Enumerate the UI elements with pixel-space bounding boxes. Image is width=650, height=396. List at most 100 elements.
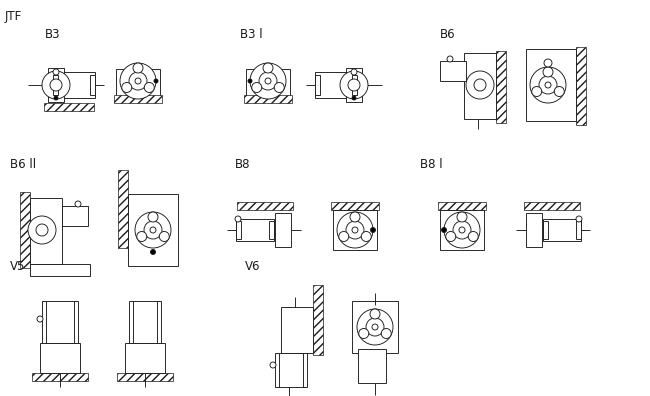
Bar (20, 192, 30, 268)
Circle shape (28, 216, 56, 244)
Circle shape (453, 221, 471, 239)
Bar (438, 202, 486, 210)
Bar (526, 213, 542, 247)
Circle shape (370, 227, 376, 232)
Bar (53, 74, 58, 95)
Bar (48, 68, 64, 102)
Circle shape (154, 79, 158, 83)
Circle shape (159, 232, 169, 242)
Circle shape (340, 71, 368, 99)
Text: B3 l: B3 l (240, 28, 263, 41)
Text: B8 l: B8 l (420, 158, 443, 171)
Bar (352, 301, 398, 353)
Circle shape (543, 67, 553, 77)
Circle shape (339, 232, 349, 242)
Text: V5: V5 (10, 260, 25, 273)
Bar (117, 373, 173, 381)
Circle shape (250, 63, 286, 99)
Circle shape (441, 227, 447, 232)
Text: B3: B3 (45, 28, 60, 41)
Bar (32, 373, 88, 381)
Circle shape (359, 329, 369, 339)
Circle shape (136, 232, 147, 242)
Circle shape (539, 76, 557, 94)
Bar (129, 301, 133, 343)
Bar (244, 95, 292, 103)
Bar (275, 353, 279, 387)
Bar (281, 307, 313, 353)
Circle shape (54, 96, 58, 100)
Circle shape (37, 316, 43, 322)
Bar (315, 74, 320, 95)
Circle shape (135, 212, 171, 248)
Circle shape (350, 212, 360, 222)
Circle shape (259, 72, 277, 90)
Circle shape (532, 86, 541, 97)
Bar (114, 95, 162, 103)
Circle shape (576, 216, 582, 222)
Circle shape (459, 227, 465, 233)
Bar (440, 61, 466, 81)
Circle shape (530, 67, 566, 103)
Circle shape (122, 82, 132, 93)
Bar (44, 103, 94, 111)
Circle shape (545, 82, 551, 88)
Bar (270, 221, 274, 239)
Bar (236, 221, 240, 239)
Circle shape (252, 82, 262, 93)
Bar (157, 301, 161, 343)
Bar (346, 68, 362, 102)
Bar (543, 221, 547, 239)
Circle shape (120, 63, 156, 99)
Bar (526, 49, 576, 121)
Bar (315, 72, 357, 98)
Bar (74, 301, 78, 343)
Bar (90, 74, 95, 95)
Bar (303, 353, 307, 387)
Bar (42, 301, 46, 343)
Circle shape (366, 318, 384, 336)
Circle shape (270, 362, 276, 368)
Bar (576, 47, 586, 125)
Circle shape (144, 82, 154, 93)
Circle shape (274, 82, 284, 93)
Circle shape (151, 249, 155, 255)
Circle shape (361, 232, 371, 242)
Circle shape (545, 61, 551, 65)
Circle shape (466, 71, 494, 99)
Circle shape (36, 224, 48, 236)
Circle shape (263, 63, 273, 73)
Bar (464, 53, 496, 119)
Circle shape (468, 232, 478, 242)
Circle shape (351, 69, 357, 75)
Bar (277, 353, 305, 387)
Circle shape (235, 216, 241, 222)
Bar (275, 213, 291, 247)
Circle shape (248, 79, 252, 83)
Circle shape (357, 309, 393, 345)
Circle shape (135, 78, 141, 84)
Bar (524, 202, 580, 210)
Bar (496, 51, 506, 123)
Bar (236, 219, 274, 241)
Circle shape (446, 232, 456, 242)
Circle shape (382, 329, 391, 339)
Circle shape (348, 79, 360, 91)
Bar (44, 301, 76, 343)
Circle shape (352, 96, 356, 100)
Text: JTF: JTF (5, 10, 22, 23)
Text: B6: B6 (440, 28, 456, 41)
Bar (543, 219, 581, 241)
Bar (53, 72, 95, 98)
Bar (331, 202, 379, 210)
Bar (30, 264, 90, 276)
Bar (40, 343, 80, 373)
Circle shape (133, 63, 143, 73)
Circle shape (148, 212, 158, 222)
Circle shape (544, 59, 552, 67)
Circle shape (337, 212, 373, 248)
Circle shape (75, 201, 81, 207)
Bar (128, 194, 178, 266)
Circle shape (370, 309, 380, 319)
Circle shape (352, 227, 358, 233)
